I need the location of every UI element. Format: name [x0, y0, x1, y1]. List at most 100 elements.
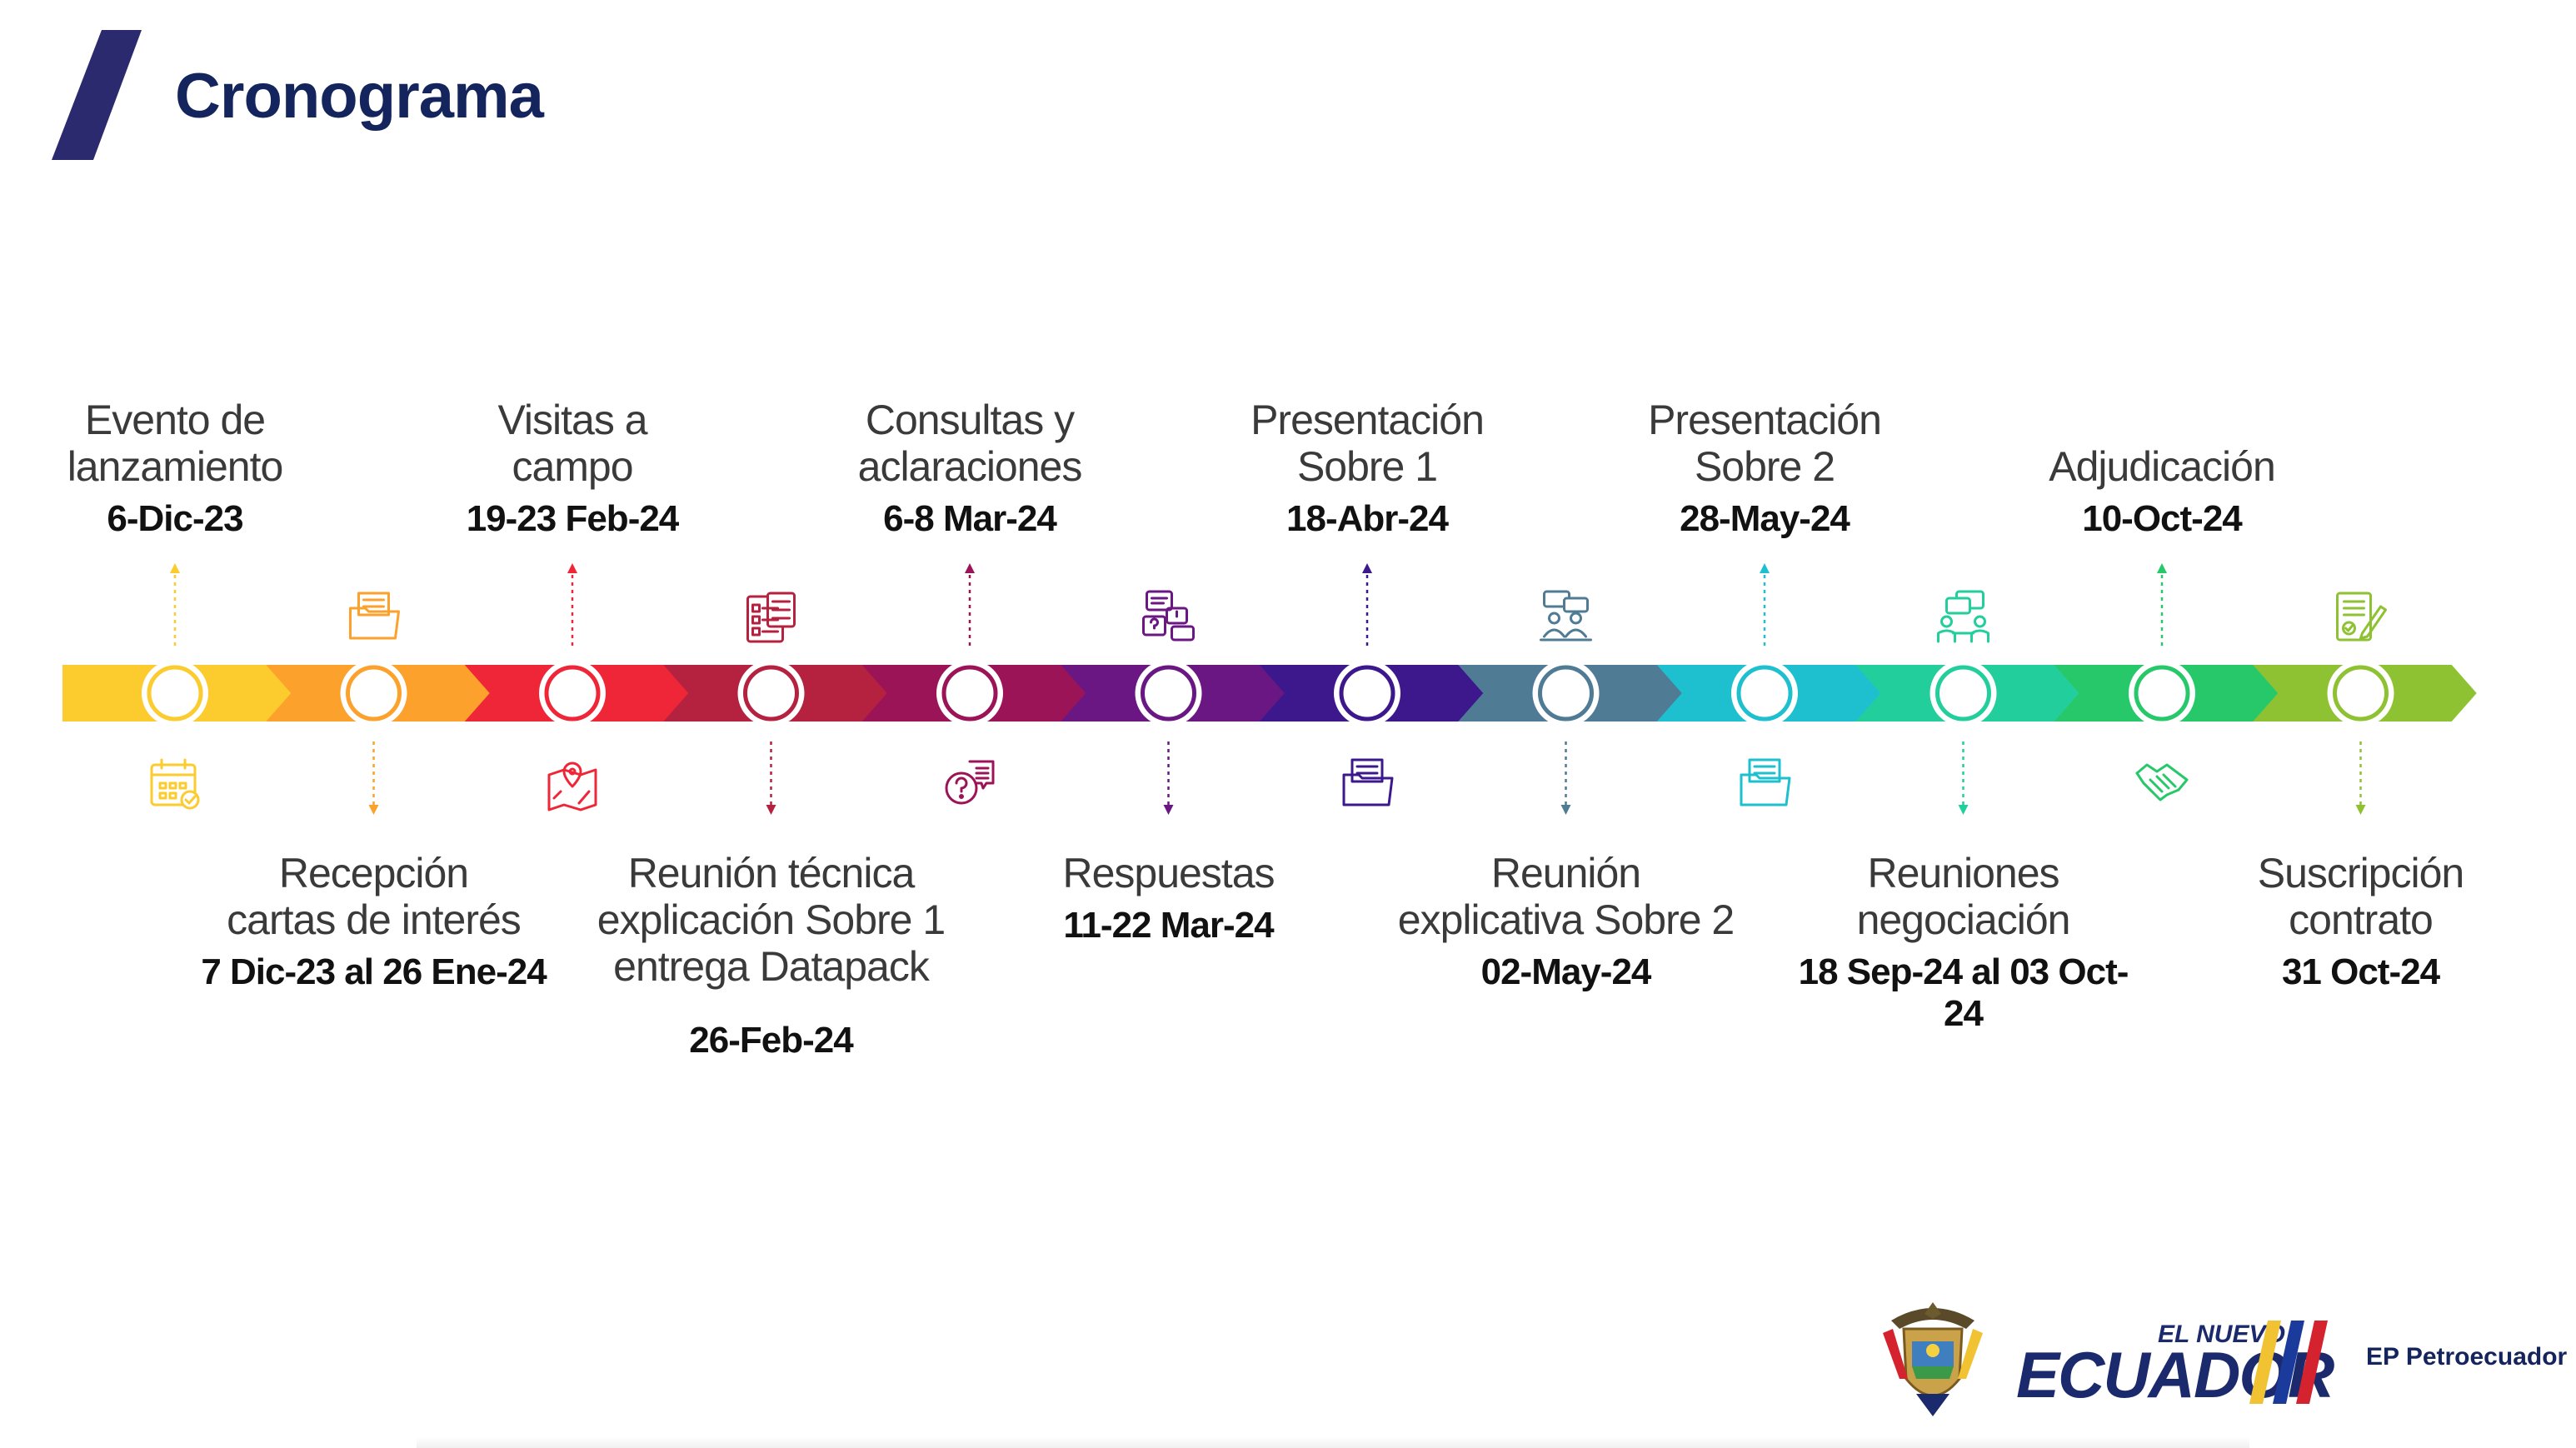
event-label: Reunión técnica explicación Sobre 1 entreg… [597, 850, 946, 990]
event-label-line: entrega Datapack [613, 943, 930, 990]
event-label-line: negociación [1856, 896, 2071, 943]
timeline-node-ring [1135, 660, 1202, 726]
timeline-node [743, 665, 799, 722]
timeline-event: Reunión técnica explicación Sobre 1 entreg… [597, 850, 946, 1061]
event-label: Presentación Sobre 2 [1590, 397, 1939, 490]
event-label: Suscripción contrato [2186, 850, 2536, 943]
meeting-icon [1540, 590, 1592, 642]
event-label-line: Reuniones [1867, 850, 2059, 896]
event-label-line: campo [512, 443, 633, 490]
timeline-event: Adjudicación 10-Oct-24 [1987, 443, 2337, 540]
event-label-line: contrato [2289, 896, 2434, 943]
timeline-node-ring [340, 660, 407, 726]
event-date: 6-8 Mar-24 [883, 498, 1057, 539]
event-label-line: Respuestas [1062, 850, 1275, 896]
timeline-node-ring [539, 660, 606, 726]
event-label: Recepción cartas de interés [199, 850, 549, 943]
event-date: 11-22 Mar-24 [1063, 905, 1274, 946]
folder-documents-icon [349, 592, 400, 640]
connector-arrow [2355, 805, 2366, 815]
map-pin-icon [547, 761, 597, 811]
event-label: Respuestas [994, 850, 1344, 896]
event-date: 31 Oct-24 [2281, 951, 2440, 992]
timeline-node-ring [1930, 660, 1997, 726]
title-slash-decoration [52, 30, 142, 160]
timeline-node [1339, 665, 1395, 722]
timeline-node-ring [2129, 660, 2195, 726]
event-label: Adjudicación [1987, 443, 2337, 490]
event-date: 28-May-24 [1680, 498, 1850, 539]
timeline-event: Reunión explicativa Sobre 2 02-May-24 [1391, 850, 1741, 993]
event-date: 18 Sep-24 al 03 Oct-24 [1798, 951, 2129, 1034]
event-label-line: Suscripción [2257, 850, 2464, 896]
connector-arrow [567, 563, 577, 573]
timeline-node-ring [142, 660, 208, 726]
event-label-line: explicativa Sobre 2 [1397, 896, 1735, 943]
event-label-line: Sobre 2 [1694, 443, 1835, 490]
event-label: Presentación Sobre 1 [1192, 397, 1542, 490]
connector-arrow [766, 805, 776, 815]
event-label-line: Sobre 1 [1296, 443, 1438, 490]
bottom-shadow [417, 1437, 2249, 1448]
event-label: Reunión explicativa Sobre 2 [1391, 850, 1741, 943]
connector-arrow [170, 563, 180, 573]
timeline-node [346, 665, 402, 722]
calendar-check-icon [150, 758, 200, 810]
timeline-node-ring [1334, 660, 1400, 726]
connector-arrow [1163, 805, 1174, 815]
event-label-line: Consultas y [865, 397, 1075, 443]
connector-arrow [368, 805, 379, 815]
timeline-node-ring [936, 660, 1003, 726]
event-date: 18-Abr-24 [1286, 498, 1449, 539]
event-date: 02-May-24 [1480, 951, 1652, 992]
event-date: 6-Dic-23 [107, 498, 243, 539]
event-date: 7 Dic-23 al 26 Ene-24 [201, 951, 547, 992]
timeline-event: Respuestas 11-22 Mar-24 [994, 850, 1344, 946]
negotiation-icon [1937, 590, 1989, 643]
connector-arrow [965, 563, 975, 573]
folder-icon [1740, 758, 1791, 806]
org-name: EP Petroecuador [2366, 1343, 2568, 1371]
question-chat-icon [945, 760, 995, 805]
timeline-node [1935, 665, 1991, 722]
page-title: Cronograma [175, 61, 544, 132]
timeline-node [941, 665, 998, 722]
event-label-line: Evento de [84, 397, 266, 443]
timeline-event: Visitas a campo 19-23 Feb-24 [397, 397, 747, 540]
timeline-node-ring [1532, 660, 1600, 726]
event-label: Consultas y aclaraciones [795, 397, 1145, 490]
timeline-node [1141, 665, 1196, 722]
connector-arrow [1958, 805, 1969, 815]
timeline-node [2134, 665, 2190, 722]
event-label-line: aclaraciones [857, 443, 1083, 490]
connector-arrow [1362, 563, 1372, 573]
checklist-icon [746, 592, 796, 643]
connector-arrow [1560, 805, 1571, 815]
timeline-node [147, 665, 203, 722]
handshake-icon [2135, 763, 2189, 801]
event-label-line: Adjudicación [2049, 443, 2276, 490]
timeline-event: Recepción cartas de interés 7 Dic-23 al 26… [199, 850, 549, 993]
chat-bubbles-icon [1142, 590, 1195, 642]
timeline-node [544, 665, 601, 722]
timeline-event: Evento de lanzamiento 6-Dic-23 [0, 397, 350, 540]
event-label-line: Recepción [278, 850, 469, 896]
timeline-event: Reuniones negociación 18 Sep-24 al 03 Oct-… [1789, 850, 2139, 1035]
event-date: 10-Oct-24 [2082, 498, 2243, 539]
timeline-event: Consultas y aclaraciones 6-8 Mar-24 [795, 397, 1145, 540]
connector-arrow [1760, 563, 1770, 573]
timeline-event: Presentación Sobre 2 28-May-24 [1590, 397, 1939, 540]
timeline-node-ring [2327, 660, 2394, 726]
event-date: 19-23 Feb-24 [466, 498, 680, 539]
event-label-line: Presentación [1648, 397, 1882, 443]
event-label-line: explicación Sobre 1 [597, 896, 946, 943]
event-label-line: lanzamiento [67, 443, 284, 490]
brand-stripes-icon [2249, 1321, 2328, 1404]
timeline-node [1538, 665, 1594, 722]
event-label: Visitas a campo [397, 397, 747, 490]
event-label-line: Reunión técnica [627, 850, 916, 896]
event-label-line: Presentación [1251, 397, 1485, 443]
timeline-node-ring [1731, 660, 1798, 726]
event-label: Reuniones negociación [1789, 850, 2139, 943]
folder-icon [1342, 758, 1394, 806]
